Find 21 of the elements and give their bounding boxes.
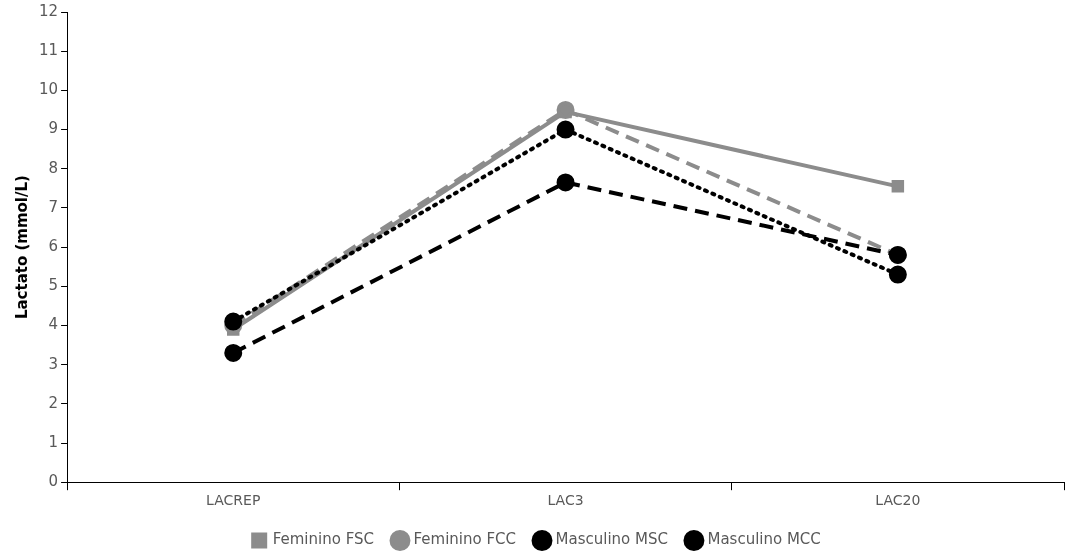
y-tick-label: 7 xyxy=(48,197,59,216)
y-axis-title: Lactato (mmol/L) xyxy=(12,175,31,320)
y-tick-label: 10 xyxy=(38,80,59,99)
y-tick-label: 9 xyxy=(48,119,59,138)
y-tick-label: 8 xyxy=(48,158,59,177)
y-tick-label: 11 xyxy=(38,41,59,60)
y-tick-label: 12 xyxy=(38,1,59,20)
x-tick-label: LAC3 xyxy=(547,492,584,509)
y-tick-label: 1 xyxy=(48,432,59,451)
x-tick-label: LACREP xyxy=(206,492,261,509)
y-tick-label: 5 xyxy=(48,276,59,295)
y-tick-label: 2 xyxy=(48,393,59,412)
legend-label: Masculino MSC xyxy=(555,530,668,549)
x-tick-label: LAC20 xyxy=(875,492,921,509)
legend-label: Feminino FCC xyxy=(413,530,517,549)
y-tick-label: 0 xyxy=(48,472,59,491)
y-tick-label: 3 xyxy=(48,354,59,373)
legend-label: Masculino MCC xyxy=(707,530,821,549)
y-tick-label: 4 xyxy=(48,315,59,334)
y-tick-label: 6 xyxy=(48,236,59,255)
legend-label: Feminino FSC xyxy=(272,530,374,549)
